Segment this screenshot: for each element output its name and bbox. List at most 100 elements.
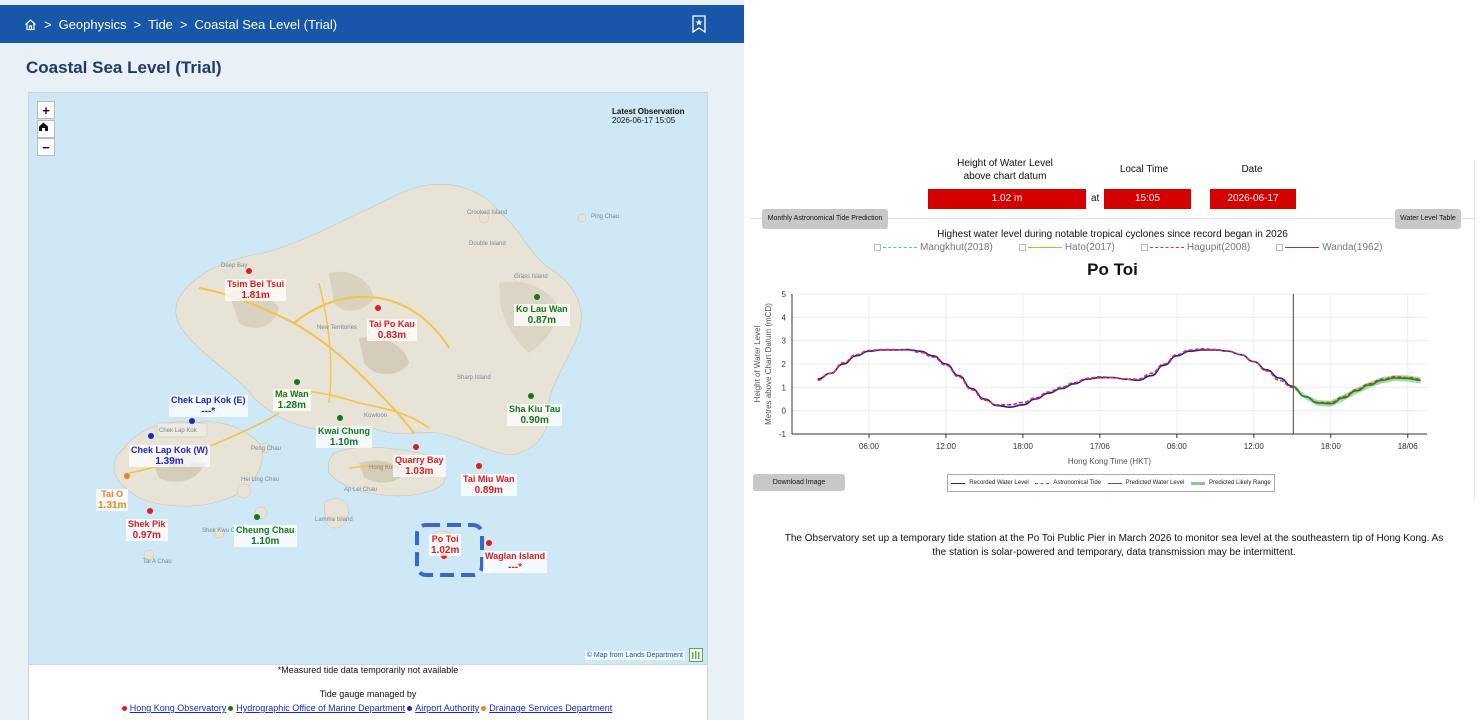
x-tick-label: 06:00 — [859, 442, 880, 451]
series-line-icon — [1149, 246, 1184, 248]
station-marker[interactable] — [534, 294, 540, 300]
agency-link[interactable]: Hydrographic Office of Marine Department — [236, 703, 406, 713]
checkbox-icon[interactable] — [1276, 243, 1284, 251]
station-marker[interactable] — [254, 514, 260, 520]
chart-title: Po Toi — [1087, 260, 1138, 279]
map-background — [29, 93, 707, 664]
breadcrumb: > Geophysics > Tide > Coastal Sea Level … — [0, 5, 744, 43]
station-marker[interactable] — [476, 463, 482, 469]
x-tick-label: 12:00 — [1244, 442, 1265, 451]
station-label-cheung-chau[interactable]: Cheung Chau 1.10m — [234, 525, 297, 547]
y-tick-label: 4 — [782, 313, 787, 322]
station-marker[interactable] — [441, 553, 447, 559]
chart-legend-label: Predicted Likely Range — [1209, 480, 1271, 486]
station-marker[interactable] — [413, 444, 419, 450]
station-marker[interactable] — [246, 268, 252, 274]
chart-legend-item[interactable]: Astronomical Tide — [1035, 480, 1101, 486]
breadcrumb-separator: > — [44, 16, 52, 32]
station-label-tai-po-kau[interactable]: Tai Po Kau 0.83m — [367, 319, 417, 341]
cyclone-toggle[interactable]: Wanda(1962) — [1276, 242, 1382, 253]
chart-legend-item[interactable]: Predicted Likely Range — [1191, 480, 1271, 486]
x-tick-label: 06:00 — [1167, 442, 1188, 451]
chart-legend-item[interactable]: Predicted Water Level — [1107, 480, 1184, 486]
place-label: Peng Chau — [251, 446, 282, 452]
y-tick-label: 5 — [782, 290, 787, 299]
station-label-ma-wan[interactable]: Ma Wan 1.28m — [273, 389, 311, 411]
station-marker[interactable] — [375, 305, 381, 311]
cyclone-toggle[interactable]: Hagupit(2008) — [1140, 242, 1250, 253]
y-tick-label: 2 — [782, 360, 787, 369]
breadcrumb-separator: > — [133, 16, 142, 32]
zoom-out-button[interactable]: − — [37, 138, 55, 156]
station-marker[interactable] — [486, 540, 492, 546]
station-marker[interactable] — [337, 415, 343, 421]
station-marker[interactable] — [294, 379, 300, 385]
agency-link[interactable]: Hong Kong Observatory — [129, 703, 227, 713]
house-icon — [39, 122, 48, 131]
station-label-sha-kiu-tau[interactable]: Sha Kiu Tau 0.90m — [507, 404, 563, 426]
breadcrumb-tide[interactable]: Tide — [148, 16, 173, 32]
left-panel: > Geophysics > Tide > Coastal Sea Level … — [0, 0, 744, 720]
place-label: Ping Chau — [591, 214, 620, 220]
checkbox-icon[interactable] — [874, 243, 881, 251]
place-label: Hong Kong Island — [369, 465, 417, 471]
station-label-tai-o[interactable]: Tai O 1.31m — [96, 489, 129, 511]
station-label-tai-miu-wan[interactable]: Tai Miu Wan 0.89m — [461, 474, 517, 496]
place-label: Grass Island — [514, 274, 548, 280]
station-label-quarry-bay[interactable]: Quarry Bay 1.03m — [393, 455, 446, 477]
breadcrumb-geophysics[interactable]: Geophysics — [58, 16, 127, 32]
map-credit[interactable]: © Map from Lands Department — [584, 651, 685, 660]
cyclone-toggle[interactable]: Hato(2017) — [1018, 242, 1115, 253]
series-line-icon — [1027, 246, 1062, 248]
series-line-icon — [1285, 246, 1320, 248]
station-label-shek-pik[interactable]: Shek Pik 0.97m — [126, 519, 168, 541]
chart-legend: Recorded Water Level Astronomical Tide Pre… — [947, 474, 1275, 492]
cyclone-name: Mangkhut(2018) — [920, 242, 993, 253]
place-label: Deep Bay — [221, 263, 248, 269]
station-marker[interactable] — [147, 508, 153, 514]
zoom-in-button[interactable]: + — [37, 101, 55, 119]
agency-dot-icon — [481, 706, 487, 712]
agency-link[interactable]: Drainage Services Department — [489, 703, 613, 713]
x-axis-label: Hong Kong Time (HKT) — [1068, 457, 1151, 466]
y-axis-label: Metres above Chart Datum (mCD) — [764, 303, 773, 425]
series-line-icon — [1035, 482, 1050, 484]
station-label-ko-lau-wan[interactable]: Ko Lau Wan 0.87m — [514, 304, 570, 326]
station-label-chek-lap-kok-w[interactable]: Chek Lap Kok (W) 1.39m — [129, 445, 211, 467]
station-marker[interactable] — [528, 393, 534, 399]
agency-link[interactable]: Airport Authority — [415, 703, 480, 713]
y-tick-label: 1 — [782, 383, 787, 392]
checkbox-icon[interactable] — [1018, 243, 1026, 251]
height-value: 1.02 m — [928, 189, 1086, 209]
cyclone-toggle[interactable]: Mangkhut(2018) — [874, 242, 993, 253]
series-line-icon — [951, 482, 966, 484]
y-tick-label: -1 — [779, 430, 787, 439]
water-level-chart[interactable]: 5 4 3 2 1 0 -1 06:00 12:00 18:00 17/06 06:00 12:00 18… — [744, 284, 1481, 470]
bookmark-star-icon[interactable] — [692, 15, 706, 34]
download-image-button[interactable]: Download Image — [753, 474, 845, 491]
monthly-prediction-button[interactable]: Monthly Astronomical Tide Prediction — [762, 209, 888, 229]
station-marker[interactable] — [124, 473, 130, 479]
breadcrumb-separator: > — [179, 16, 188, 32]
station-marker[interactable] — [148, 433, 154, 439]
x-tick-label: 18/06 — [1398, 442, 1419, 451]
station-label-tsim-bei-tsui[interactable]: Tsim Bei Tsui 1.81m — [225, 279, 287, 301]
latest-observation: Latest Observation 2026-06-17 15:05 — [612, 107, 684, 125]
checkbox-icon[interactable] — [1140, 243, 1148, 251]
series-line-icon — [1107, 482, 1122, 484]
y-tick-label: 0 — [782, 407, 787, 416]
x-tick-label: 18:00 — [1321, 442, 1342, 451]
station-label-waglan-island[interactable]: Waglan Island ---* — [483, 551, 548, 573]
tide-station-map[interactable]: + − Latest Observation 2026-06-17 15:05 … — [28, 92, 708, 665]
page-title: Coastal Sea Level (Trial) — [26, 58, 222, 77]
home-view-button[interactable] — [37, 120, 55, 138]
home-icon[interactable] — [24, 18, 37, 31]
water-level-table-button[interactable]: Water Level Table — [1395, 209, 1461, 229]
station-marker[interactable] — [189, 418, 195, 424]
station-label-chek-lap-kok-e[interactable]: Chek Lap Kok (E) ---* — [169, 395, 248, 417]
breadcrumb-current: Coastal Sea Level (Trial) — [194, 16, 338, 32]
station-label-po-toi[interactable]: Po Toi 1.02m — [429, 534, 462, 556]
station-label-kwai-chung[interactable]: Kwai Chung 1.10m — [316, 426, 372, 448]
chart-legend-item[interactable]: Recorded Water Level — [951, 480, 1029, 486]
cyclone-name: Hato(2017) — [1064, 242, 1115, 253]
